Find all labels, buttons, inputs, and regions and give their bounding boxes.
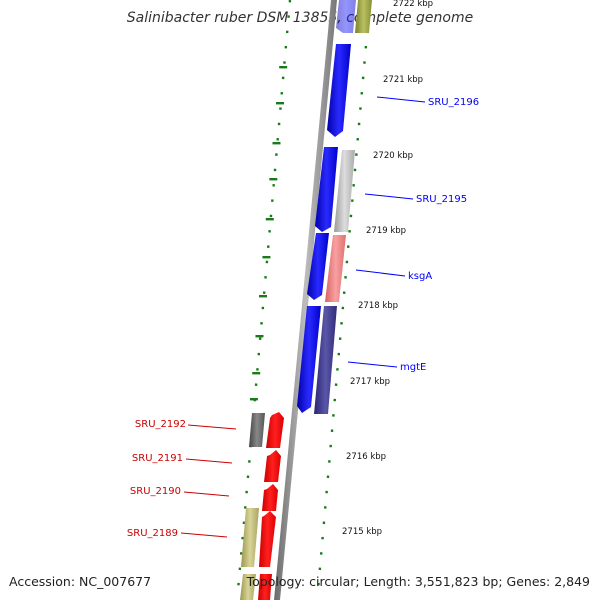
scale-tick-label: 2718 kbp	[358, 301, 398, 311]
gene-arrow[interactable]	[262, 484, 278, 511]
gene-labels: SRU_2196 SRU_2195 ksgA mgtE SRU_2192 SRU_2191…	[127, 96, 479, 539]
gene-arrow[interactable]	[336, 0, 356, 33]
scale-tick-label: 2720 kbp	[373, 151, 413, 161]
gc-skew-mark	[252, 372, 261, 375]
gc-skew-mark	[249, 398, 258, 401]
gene-label[interactable]: SRU_2195	[416, 194, 467, 205]
gene-label-leader	[347, 361, 398, 368]
gene-label[interactable]: ksgA	[408, 271, 432, 282]
gene-label[interactable]: SRU_2196	[428, 97, 479, 108]
cog-feature-track	[240, 0, 372, 600]
gc-skew-dashes	[249, 66, 288, 401]
cog-block	[249, 413, 265, 447]
scale-ticks: 2722 kbp 2721 kbp 2720 kbp 2719 kbp 2718 kbp…	[342, 0, 433, 537]
gene-label-leader	[355, 269, 406, 277]
gene-label[interactable]: mgtE	[400, 362, 426, 373]
scale-tick-label: 2715 kbp	[342, 527, 382, 537]
gc-skew-mark	[259, 295, 267, 298]
gene-arrow[interactable]	[264, 450, 281, 482]
gene-label-leader	[187, 424, 237, 430]
cog-block	[325, 235, 346, 302]
gene-arrow[interactable]	[315, 147, 338, 232]
gene-arrow[interactable]	[259, 511, 276, 567]
scale-guide-line	[316, 0, 372, 591]
gene-label[interactable]: SRU_2191	[132, 453, 183, 464]
gene-label-leader	[180, 532, 228, 538]
genome-backbone	[274, 0, 337, 600]
gene-arrow[interactable]	[297, 306, 321, 413]
cog-block	[314, 306, 337, 414]
scale-tick-label: 2717 kbp	[350, 377, 390, 387]
gene-arrow[interactable]	[307, 233, 329, 300]
gene-label-leader	[376, 96, 426, 103]
cog-block	[240, 574, 256, 600]
gc-skew-mark	[279, 66, 288, 69]
scale-tick-label: 2719 kbp	[366, 226, 406, 236]
gene-label[interactable]: SRU_2192	[135, 419, 186, 430]
gc-skew-mark	[262, 256, 271, 259]
gene-label-leader	[183, 491, 230, 497]
gc-skew-mark	[265, 218, 274, 221]
gene-arrow[interactable]	[258, 574, 272, 600]
gene-label[interactable]: SRU_2190	[130, 486, 181, 497]
gene-label-leader	[185, 458, 233, 464]
accession-label: Accession: NC_007677	[9, 574, 152, 589]
gc-skew-mark	[255, 335, 264, 338]
cog-block	[241, 508, 259, 567]
gene-label-leader	[364, 193, 414, 200]
cog-block	[355, 0, 372, 33]
gene-arrow[interactable]	[266, 412, 284, 448]
scale-tick-label: 2722 kbp	[393, 0, 433, 9]
genome-summary-label: Topology: circular; Length: 3,551,823 bp…	[246, 574, 590, 589]
gene-arrow-track	[258, 0, 356, 600]
gc-skew-mark	[276, 102, 285, 105]
gene-arrow[interactable]	[327, 44, 351, 137]
map-title: Salinibacter ruber DSM 13855, complete g…	[126, 10, 474, 26]
gc-skew-mark	[269, 178, 278, 181]
scale-tick-label: 2721 kbp	[383, 75, 423, 85]
gene-label[interactable]: SRU_2189	[127, 528, 178, 539]
gc-skew-track	[236, 0, 292, 591]
gc-skew-mark	[272, 142, 281, 145]
cog-block	[334, 150, 355, 232]
scale-tick-label: 2716 kbp	[346, 452, 386, 462]
